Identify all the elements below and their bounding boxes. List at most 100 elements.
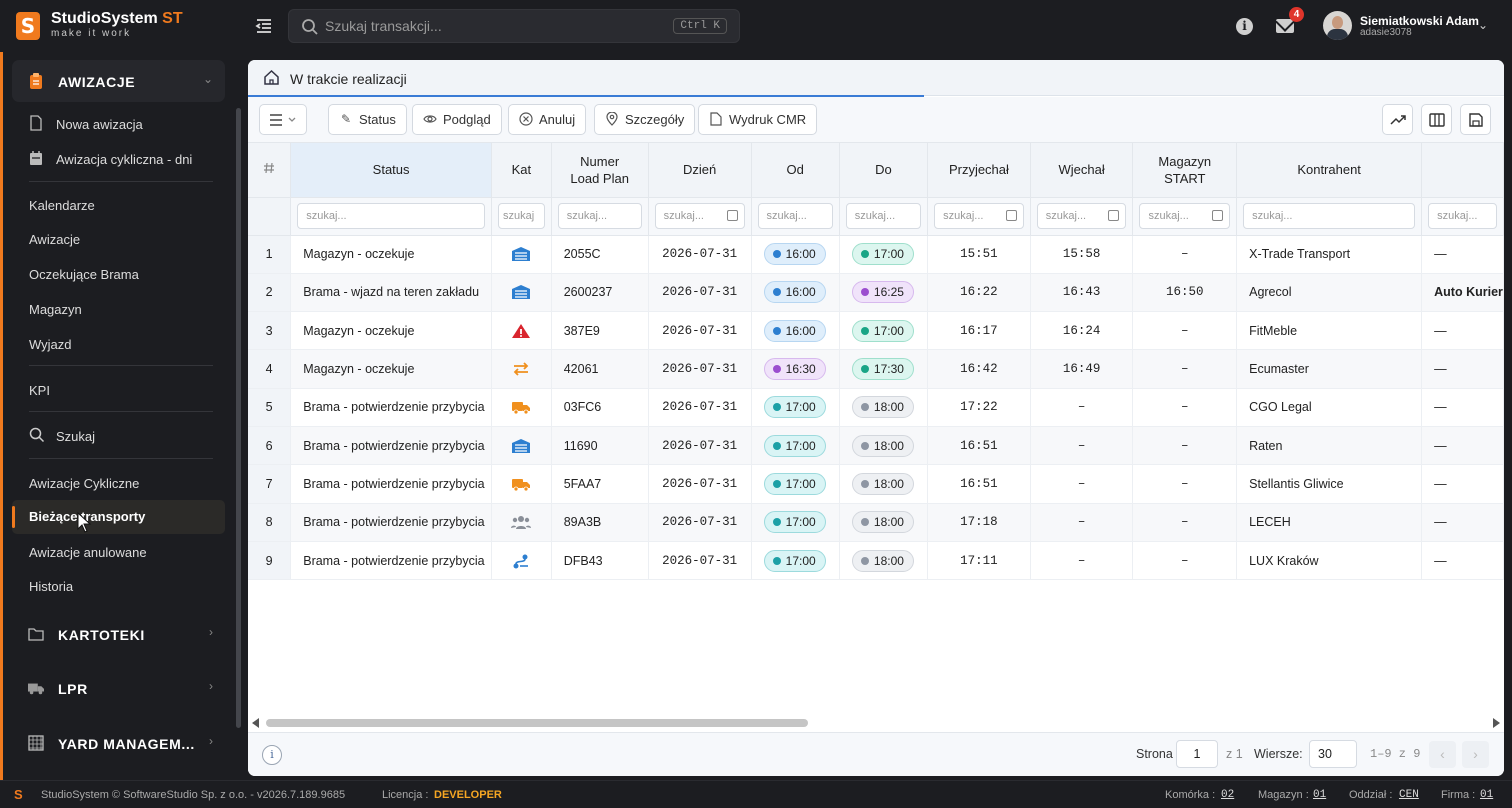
chevron-down-icon[interactable]: ⌄: [1478, 18, 1489, 32]
sidebar-item-biezace-transporty[interactable]: Bieżące transporty: [12, 500, 225, 534]
filter-magazyn-input[interactable]: szukaj...: [1139, 203, 1231, 229]
column-header-number[interactable]: [248, 143, 292, 198]
filter-do-input[interactable]: szukaj...: [845, 203, 922, 229]
table-row[interactable]: 2 Brama - wjazd na teren zakładu 2600237 20…: [248, 273, 1504, 313]
menu-toggle-icon[interactable]: [254, 16, 274, 36]
sidebar-section-kartoteki[interactable]: KARTOTEKI ›: [12, 613, 225, 655]
wjechal-cell: 15:58: [1030, 235, 1134, 274]
scroll-right-icon[interactable]: [1493, 718, 1500, 728]
sidebar-item-oczekujace-brama[interactable]: Oczekujące Brama: [29, 267, 139, 282]
column-header-od[interactable]: Od: [751, 143, 840, 198]
filter-kat-input[interactable]: szukaj: [497, 203, 545, 229]
table-row[interactable]: 7 Brama - potwierdzenie przybycia 5FAA7 202…: [248, 464, 1504, 504]
rows-per-page-select[interactable]: 30: [1309, 740, 1357, 768]
sidebar-item-awizacja-cykliczna[interactable]: Awizacja cykliczna - dni: [56, 152, 193, 167]
home-icon[interactable]: [263, 69, 280, 86]
sidebar-item-wyjazd[interactable]: Wyjazd: [29, 337, 72, 352]
scrollbar-thumb[interactable]: [266, 719, 808, 727]
sidebar-item-awizacje-anulowane[interactable]: Awizacje anulowane: [29, 545, 147, 560]
sidebar-item-historia[interactable]: Historia: [29, 579, 74, 594]
filter-text: szukaj...: [1148, 210, 1189, 222]
od-cell: 16:30: [751, 349, 840, 389]
category-cell: [491, 541, 552, 581]
column-header-kontrahent[interactable]: Kontrahent: [1236, 143, 1423, 198]
sidebar-item-kpi[interactable]: KPI: [29, 383, 50, 398]
filter-cell: szukaj...: [927, 197, 1031, 236]
search-input[interactable]: [325, 16, 655, 36]
time-pill: 17:00: [852, 319, 915, 342]
column-header-extra[interactable]: [1421, 143, 1504, 198]
table-row[interactable]: 3 Magazyn - oczekuje 387E9 2026-07-31 16:00 1…: [248, 311, 1504, 351]
prev-page-button[interactable]: ‹: [1429, 741, 1456, 768]
filter-extra-input[interactable]: szukaj...: [1428, 203, 1497, 229]
sidebar-item-awizacje-cykliczne[interactable]: Awizacje Cykliczne: [29, 476, 140, 491]
company-value[interactable]: 01: [1480, 789, 1494, 801]
search-bar[interactable]: Ctrl K: [288, 9, 740, 43]
preview-button[interactable]: Podgląd: [412, 104, 502, 135]
cell-value[interactable]: 02: [1221, 789, 1235, 801]
filter-od-input[interactable]: szukaj...: [757, 203, 833, 229]
extra-cell: —: [1421, 388, 1504, 427]
filter-status-input[interactable]: szukaj...: [297, 203, 485, 229]
kontrahent-cell: LECEH: [1236, 503, 1423, 542]
save-button[interactable]: [1460, 104, 1491, 135]
sidebar-item-magazyn[interactable]: Magazyn: [29, 302, 82, 317]
przyjechal-cell: 17:22: [927, 388, 1031, 427]
sidebar-section-lpr[interactable]: LPR ›: [12, 667, 225, 709]
do-cell: 17:30: [839, 349, 929, 389]
mail-icon[interactable]: [1276, 19, 1294, 33]
day-cell: 2026-07-31: [648, 349, 752, 389]
filter-kontrahent-input[interactable]: szukaj...: [1243, 203, 1416, 229]
filter-cell: szukaj...: [751, 197, 840, 236]
menu-dropdown-button[interactable]: [259, 104, 307, 135]
status-button[interactable]: ✎ Status: [328, 104, 407, 135]
table-row[interactable]: 4 Magazyn - oczekuje 42061 2026-07-31 16:30 1…: [248, 349, 1504, 389]
filter-wjechal-input[interactable]: szukaj...: [1036, 203, 1127, 229]
extra-cell: —: [1421, 541, 1504, 581]
table-row[interactable]: 9 Brama - potwierdzenie przybycia DFB43 202…: [248, 541, 1504, 581]
section-label: LPR: [58, 681, 88, 697]
table-row[interactable]: 1 Magazyn - oczekuje 2055C 2026-07-31 16:00 1…: [248, 235, 1504, 274]
column-header-magazyn-start[interactable]: Magazyn START: [1132, 143, 1238, 198]
sidebar-item-szukaj[interactable]: Szukaj: [56, 429, 96, 444]
details-button[interactable]: Szczegóły: [594, 104, 696, 135]
user-name[interactable]: Siemiatkowski Adam: [1360, 14, 1479, 28]
scroll-left-icon[interactable]: [252, 718, 259, 728]
next-page-button[interactable]: ›: [1462, 741, 1489, 768]
sidebar-item-nowa-awizacja[interactable]: Nowa awizacja: [56, 117, 143, 132]
chevron-right-icon: ›: [209, 679, 213, 693]
columns-button[interactable]: [1421, 104, 1452, 135]
filter-cell: szukaj...: [1030, 197, 1134, 236]
warehouse-value[interactable]: 01: [1313, 789, 1327, 801]
sidebar-section-yard[interactable]: YARD MANAGEM... ›: [12, 722, 225, 764]
divider: [29, 411, 213, 412]
avatar[interactable]: [1323, 11, 1352, 40]
info-icon[interactable]: i: [262, 745, 282, 765]
filter-dzien-input[interactable]: szukaj...: [654, 203, 745, 229]
page-input[interactable]: 1: [1176, 740, 1218, 768]
filter-load-plan-input[interactable]: szukaj...: [557, 203, 642, 229]
table-row[interactable]: 5 Brama - potwierdzenie przybycia 03FC6 202…: [248, 388, 1504, 427]
print-cmr-button[interactable]: Wydruk CMR: [698, 104, 818, 135]
sidebar-scrollbar[interactable]: [236, 108, 241, 728]
sidebar-item-awizacje[interactable]: Awizacje: [29, 232, 81, 247]
column-header-dzien[interactable]: Dzień: [648, 143, 752, 198]
column-header-przyjechal[interactable]: Przyjechał: [927, 143, 1031, 198]
cancel-button[interactable]: Anuluj: [508, 104, 587, 135]
branch-value[interactable]: CEN: [1399, 789, 1419, 801]
column-header-wjechal[interactable]: Wjechał: [1030, 143, 1134, 198]
column-header-do[interactable]: Do: [839, 143, 929, 198]
table-row[interactable]: 6 Brama - potwierdzenie przybycia 11690 202…: [248, 426, 1504, 466]
column-header-status[interactable]: Status: [290, 143, 492, 198]
column-header-load-plan[interactable]: Numer Load Plan: [551, 143, 649, 198]
horizontal-scrollbar[interactable]: [248, 716, 1504, 730]
sidebar-item-kalendarze[interactable]: Kalendarze: [29, 198, 95, 213]
chart-button[interactable]: [1382, 104, 1413, 135]
column-header-kat[interactable]: Kat: [491, 143, 552, 198]
filter-przyjechal-input[interactable]: szukaj...: [934, 203, 1024, 229]
table-row[interactable]: 8 Brama - potwierdzenie przybycia 89A3B 202…: [248, 503, 1504, 542]
info-icon[interactable]: i: [1236, 18, 1253, 35]
sidebar-section-awizacje[interactable]: AWIZACJE ⌄: [12, 60, 225, 102]
category-cell: [491, 235, 552, 274]
details-button-label: Szczegóły: [625, 112, 685, 127]
